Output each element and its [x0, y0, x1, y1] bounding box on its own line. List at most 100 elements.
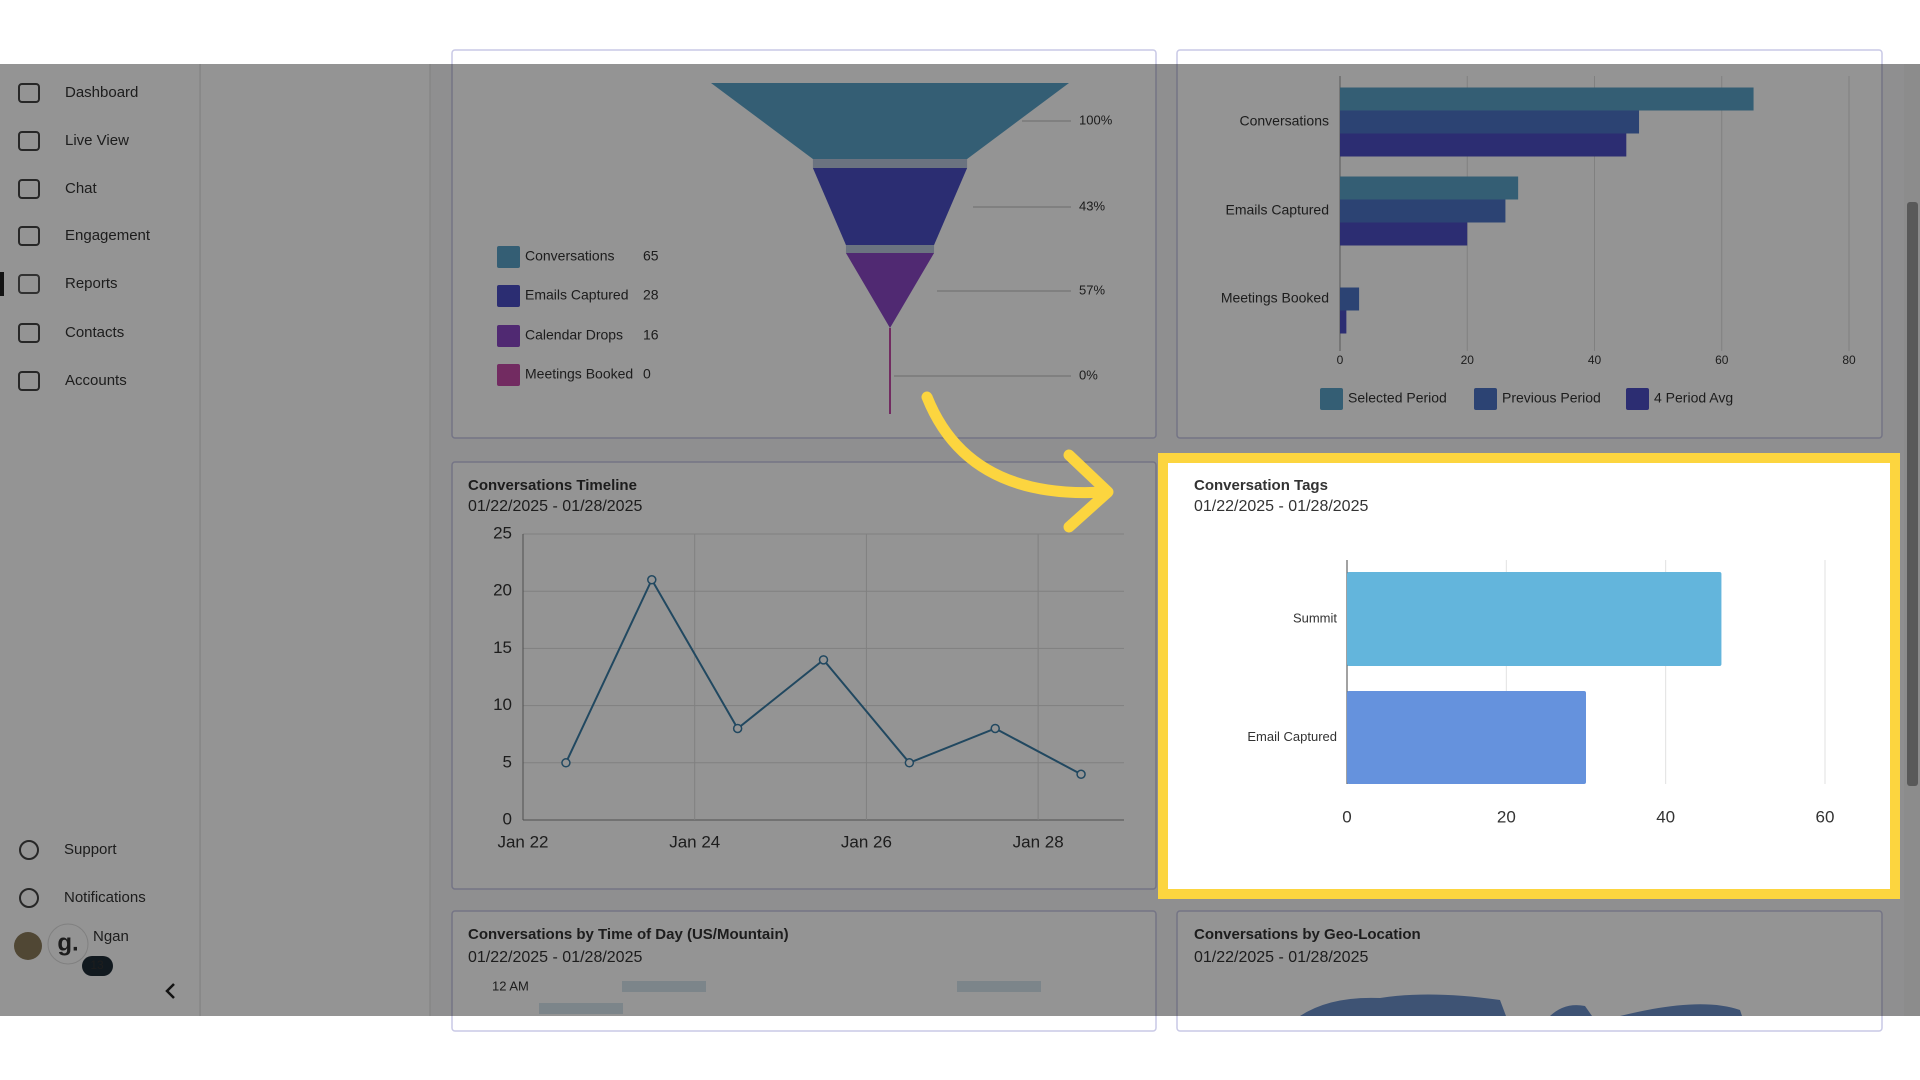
x-tick-label: 40: [1656, 807, 1675, 826]
legend-label: 4 Period Avg: [1654, 390, 1733, 406]
x-tick-label: 20: [1461, 353, 1475, 367]
card-title: Conversations Timeline: [468, 477, 637, 494]
map-land: [1300, 994, 1742, 1016]
y-tick-label: 20: [493, 581, 512, 600]
legend-swatch: [1626, 388, 1649, 410]
funnel-stage: [845, 253, 935, 328]
card: [1163, 458, 1895, 894]
bar: [1340, 287, 1360, 311]
x-tick-label: 60: [1816, 807, 1835, 826]
bar: [1347, 691, 1586, 784]
line-point: [904, 758, 915, 768]
legend-label: Meetings Booked: [525, 366, 633, 382]
bar: [1340, 222, 1468, 246]
line-point: [732, 723, 743, 734]
nav-item[interactable]: Chat: [65, 180, 98, 197]
card-subtitle: 01/22/2025 - 01/28/2025: [468, 949, 642, 966]
user-name: Ngan: [93, 928, 129, 945]
legend-value: 0: [643, 366, 651, 382]
line-point: [818, 655, 829, 665]
legend-label: Emails Captured: [525, 287, 629, 303]
legend-label: Selected Period: [1348, 390, 1447, 406]
category-label: Email Captured: [1247, 729, 1337, 744]
legend-swatch: [497, 325, 520, 347]
legend-value: 65: [643, 248, 659, 264]
footer-item[interactable]: Notifications: [64, 889, 146, 906]
funnel-stage: [812, 168, 968, 245]
nav-icon: [18, 371, 40, 391]
card-title: Conversation Tags: [1194, 477, 1328, 494]
nav-icon: [18, 131, 40, 151]
highlight-frame: [1158, 453, 1900, 899]
nav-icon: [18, 83, 40, 103]
card-title: Conversations by Geo-Location: [1194, 926, 1421, 943]
nav-item[interactable]: Reports: [65, 275, 118, 292]
nav-icon: [18, 274, 40, 294]
x-tick-label: 60: [1715, 353, 1729, 367]
nav-item[interactable]: Dashboard: [65, 84, 138, 101]
legend-value: 28: [643, 287, 659, 303]
x-tick-label: Jan 26: [841, 832, 892, 851]
bar: [1340, 133, 1627, 157]
footer-icon: [19, 888, 39, 908]
card-subtitle: 01/22/2025 - 01/28/2025: [1194, 949, 1368, 966]
row-label: 12 AM: [492, 978, 529, 993]
legend-swatch: [497, 246, 520, 268]
card-subtitle: 01/22/2025 - 01/28/2025: [468, 498, 642, 515]
nav-item[interactable]: Contacts: [65, 324, 124, 341]
nav-icon: [18, 323, 40, 343]
line-point: [990, 723, 1000, 734]
y-tick-label: 5: [503, 752, 512, 771]
nav-item[interactable]: Live View: [65, 132, 129, 149]
legend-swatch: [497, 285, 520, 307]
y-tick-label: 25: [493, 523, 512, 542]
category-label: Meetings Booked: [1221, 290, 1329, 306]
funnel-stage: [711, 83, 1069, 159]
arrow-shaft: [921, 391, 1110, 499]
legend-swatch: [1320, 388, 1343, 410]
nav-item[interactable]: Engagement: [65, 227, 151, 244]
nav-icon: [18, 179, 40, 199]
x-tick-label: Jan 24: [669, 832, 720, 851]
y-tick-label: 10: [493, 695, 512, 714]
legend-label: Calendar Drops: [525, 327, 623, 343]
subnav-panel: [201, 64, 430, 1016]
bar: [1340, 199, 1506, 223]
category-label: Emails Captured: [1226, 202, 1330, 218]
collapse-button[interactable]: [165, 983, 175, 999]
arrow-head: [1063, 449, 1114, 533]
bar: [1340, 87, 1754, 111]
x-tick-label: 40: [1588, 353, 1602, 367]
bar: [1340, 176, 1519, 200]
funnel-percent: 100%: [1079, 112, 1113, 127]
nav-item[interactable]: Accounts: [65, 372, 127, 389]
category-label: Conversations: [1240, 113, 1330, 129]
footer-icon: [19, 840, 39, 860]
footer-item[interactable]: Support: [64, 841, 117, 858]
x-tick-label: Jan 28: [1013, 832, 1064, 851]
category-label: Summit: [1293, 610, 1337, 625]
user-avatar-letter: g.: [57, 929, 78, 956]
bar: [1340, 310, 1347, 334]
card-subtitle: 01/22/2025 - 01/28/2025: [1194, 498, 1368, 515]
x-tick-label: 80: [1842, 353, 1856, 367]
badge-count: 13: [90, 958, 104, 972]
bar: [1340, 110, 1640, 134]
scrollbar-thumb[interactable]: [1907, 202, 1918, 786]
funnel-percent: 57%: [1079, 282, 1105, 297]
nav-active-indicator: [0, 272, 4, 296]
x-tick-label: 0: [1342, 807, 1351, 826]
heat-cell: [957, 981, 1041, 992]
heat-cell: [622, 981, 706, 992]
x-tick-label: 0: [1337, 353, 1344, 367]
line-point: [1076, 769, 1086, 779]
badge: [82, 956, 113, 976]
legend-swatch: [1474, 388, 1497, 410]
y-tick-label: 0: [503, 809, 512, 828]
heat-cell: [539, 1003, 623, 1014]
funnel-percent: 43%: [1079, 198, 1105, 213]
legend-value: 16: [643, 327, 659, 343]
nav-icon: [18, 226, 40, 246]
user-photo: [14, 932, 42, 960]
line-point: [561, 758, 571, 768]
